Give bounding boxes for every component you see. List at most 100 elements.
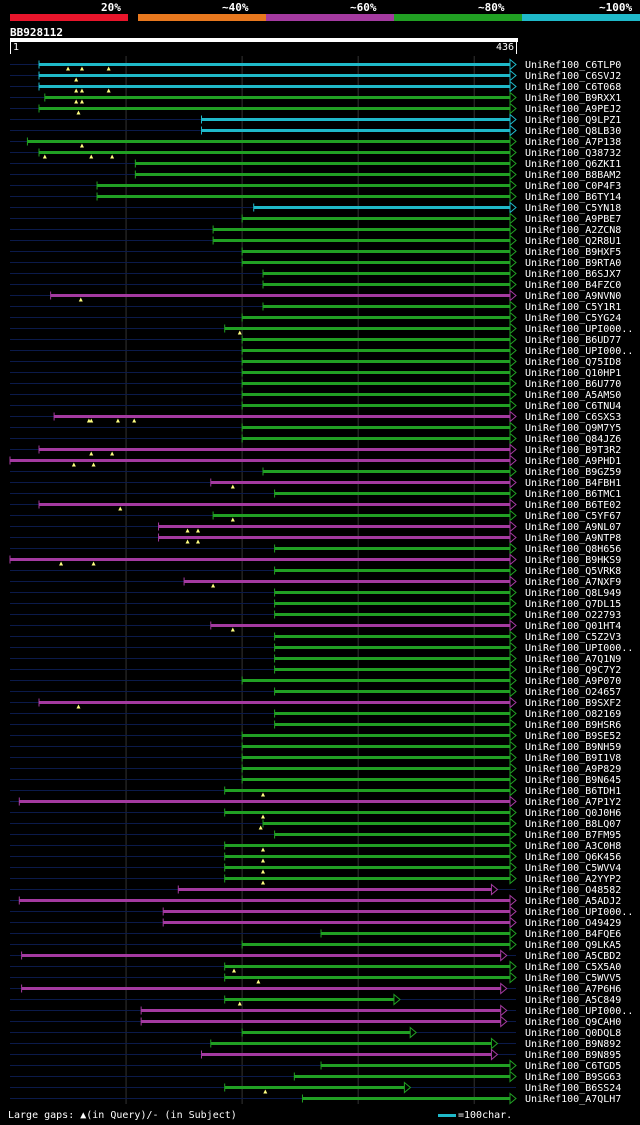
hit-name-label: UniRef100_UPI000.. <box>525 1006 633 1017</box>
hit-arrow <box>509 729 517 742</box>
gap-triangle <box>79 88 84 93</box>
hit-arrow <box>509 190 517 203</box>
hit-arrow <box>500 1004 508 1017</box>
hit-name-label: UniRef100_C5Z2V3 <box>525 632 621 643</box>
hit-arrow <box>509 872 517 885</box>
hit-arrow <box>509 806 517 819</box>
hit-name-label: UniRef100_B8BAM2 <box>525 170 621 181</box>
hit-name-label: UniRef100_Q9C7Y2 <box>525 665 621 676</box>
hit-name-label: UniRef100_B9RXX1 <box>525 93 621 104</box>
hit-arrow <box>490 1048 499 1061</box>
hit-arrow <box>509 619 517 632</box>
hit-arrow <box>509 168 517 181</box>
legend-color-segment <box>522 14 640 21</box>
hit-arrow <box>509 322 517 335</box>
hit-name-label: UniRef100_O49429 <box>525 918 621 929</box>
legend-percent-label: ~100% <box>599 1 633 14</box>
hit-arrow <box>509 762 517 775</box>
hit-name-label: UniRef100_Q6ZKI1 <box>525 159 621 170</box>
hit-arrow <box>509 1070 517 1083</box>
hit-name-label: UniRef100_B9NH59 <box>525 742 621 753</box>
gap-triangle <box>59 561 64 566</box>
gap-triangle <box>79 99 84 104</box>
hit-arrow <box>509 410 517 423</box>
gap-triangle <box>237 1001 242 1006</box>
hit-name-label: UniRef100_O24657 <box>525 687 621 698</box>
hit-arrow <box>509 157 517 170</box>
hit-arrow <box>490 1037 499 1050</box>
hit-name-label: UniRef100_Q01HT4 <box>525 621 621 632</box>
hit-name-label: UniRef100_B6U770 <box>525 379 621 390</box>
hit-name-label: UniRef100_B9HXF5 <box>525 247 621 258</box>
gap-triangle <box>256 979 261 984</box>
gap-triangle <box>230 627 235 632</box>
hit-arrow <box>509 245 517 258</box>
hit-arrow <box>509 289 517 302</box>
legend-percent-label: ~60% <box>350 1 377 14</box>
hit-name-label: UniRef100_Q8H656 <box>525 544 621 555</box>
hit-arrow <box>509 465 517 478</box>
hit-name-label: UniRef100_B9N895 <box>525 1050 621 1061</box>
hit-arrow <box>509 201 517 214</box>
gap-triangle <box>261 858 265 863</box>
hit-arrow <box>509 498 517 511</box>
hit-arrow <box>509 91 517 104</box>
hit-name-label: UniRef100_UPI000.. <box>525 346 633 357</box>
hit-name-label: UniRef100_A7P6H6 <box>525 984 621 995</box>
hit-arrow <box>509 234 517 247</box>
hit-name-label: UniRef100_B8LQ07 <box>525 819 621 830</box>
hit-arrow <box>509 575 517 588</box>
hit-name-label: UniRef100_C6TGD5 <box>525 1061 621 1072</box>
hit-arrow <box>509 69 517 82</box>
gap-triangle <box>89 451 94 456</box>
gap-triangle <box>79 143 84 148</box>
hit-name-label: UniRef100_Q0J0H6 <box>525 808 621 819</box>
hit-name-label: UniRef100_B9SXF2 <box>525 698 621 709</box>
hit-name-label: UniRef100_B9N645 <box>525 775 621 786</box>
hit-name-label: UniRef100_Q9LPZ1 <box>525 115 621 126</box>
hit-name-label: UniRef100_O82169 <box>525 709 621 720</box>
hit-arrow <box>509 80 517 93</box>
hit-arrow <box>509 1092 517 1105</box>
hit-arrow <box>509 212 517 225</box>
hit-arrow <box>403 1081 412 1094</box>
hit-name-label: UniRef100_B6SS24 <box>525 1083 621 1094</box>
hit-name-label: UniRef100_A9NTP8 <box>525 533 621 544</box>
hit-arrow <box>509 355 517 368</box>
hit-name-label: UniRef100_Q8L949 <box>525 588 621 599</box>
hit-arrow <box>509 850 517 863</box>
hit-name-label: UniRef100_C0P4F3 <box>525 181 621 192</box>
hit-arrow <box>509 135 517 148</box>
gap-triangle <box>258 825 263 830</box>
gap-triangle <box>106 88 111 93</box>
hit-name-label: UniRef100_A5ADJ2 <box>525 896 621 907</box>
gap-triangle <box>261 792 265 797</box>
legend-color-segment <box>10 14 128 21</box>
hit-arrow <box>509 399 517 412</box>
hit-arrow <box>509 256 517 269</box>
gap-triangle <box>196 539 201 544</box>
gap-triangle <box>118 506 123 511</box>
hit-arrow <box>509 663 517 676</box>
hit-arrow <box>509 531 517 544</box>
hit-name-label: UniRef100_B7FM95 <box>525 830 621 841</box>
hit-arrow <box>509 344 517 357</box>
hit-name-label: UniRef100_Q6K456 <box>525 852 621 863</box>
hit-arrow <box>509 597 517 610</box>
hit-arrow <box>509 267 517 280</box>
gap-triangle <box>76 110 81 115</box>
gap-triangle <box>79 66 84 71</box>
hit-name-label: UniRef100_A9PEJ2 <box>525 104 621 115</box>
hit-arrow <box>509 553 517 566</box>
hit-name-label: UniRef100_C6SXS3 <box>525 412 621 423</box>
hit-name-label: UniRef100_B9SE52 <box>525 731 621 742</box>
query-end-tick: 436 <box>496 42 518 54</box>
gap-triangle <box>91 561 96 566</box>
gap-triangle <box>76 704 81 709</box>
hit-arrow <box>509 971 517 984</box>
hit-arrow <box>509 674 517 687</box>
hit-name-label: UniRef100_C5YF67 <box>525 511 621 522</box>
hit-name-label: UniRef100_B6UD77 <box>525 335 621 346</box>
hit-name-label: UniRef100_A7QLH7 <box>525 1094 621 1105</box>
gap-triangle <box>66 66 71 71</box>
